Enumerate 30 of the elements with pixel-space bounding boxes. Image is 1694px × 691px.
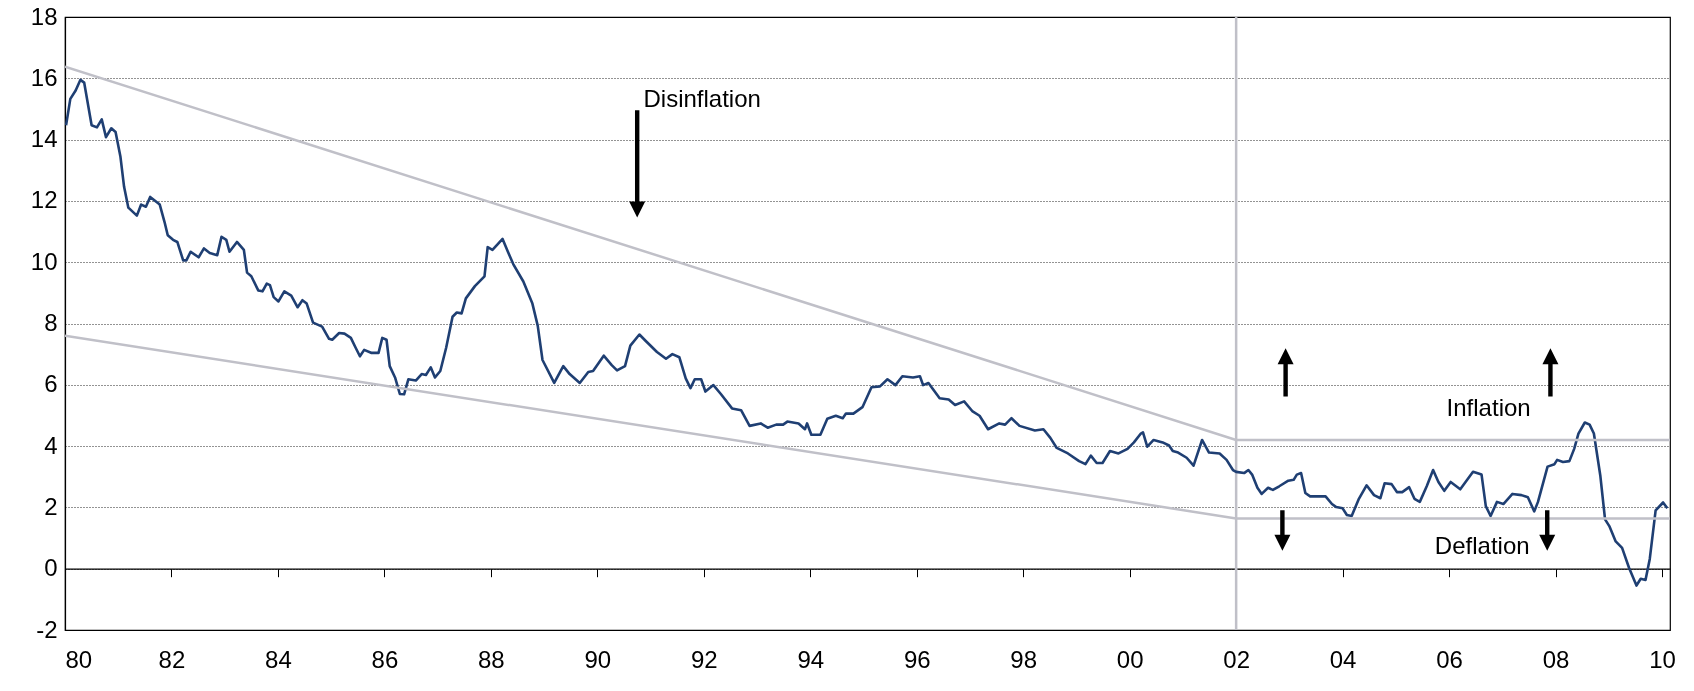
y-tick-label: 10 xyxy=(30,247,58,275)
y-tick-label: 0 xyxy=(44,554,58,582)
x-tick-label: 80 xyxy=(65,645,93,673)
y-tick-label: 14 xyxy=(30,125,58,153)
y-tick-label: 6 xyxy=(44,370,58,398)
y-tick-label: 4 xyxy=(44,431,58,459)
x-tick-label: 86 xyxy=(371,645,399,673)
y-tick-label: 18 xyxy=(30,2,58,30)
x-tick-label: 84 xyxy=(265,645,292,673)
y-tick-label: 12 xyxy=(30,186,58,214)
x-tick-label: 82 xyxy=(158,645,186,673)
x-tick-label: 08 xyxy=(1542,645,1570,673)
x-tick-label: 98 xyxy=(1010,645,1038,673)
x-tick-label: 00 xyxy=(1116,645,1144,673)
x-tick-label: 10 xyxy=(1649,645,1676,673)
x-tick-label: 92 xyxy=(690,645,718,673)
y-tick-label: 8 xyxy=(44,309,58,336)
x-tick-label: 02 xyxy=(1223,645,1250,673)
y-tick-label: 2 xyxy=(44,492,58,520)
y-tick-label: -2 xyxy=(36,615,58,643)
x-tick-label: 96 xyxy=(903,645,931,673)
x-tick-label: 94 xyxy=(797,645,825,673)
x-tick-label: 90 xyxy=(584,645,612,673)
x-tick-label: 88 xyxy=(478,645,505,673)
y-tick-label: 16 xyxy=(30,63,58,91)
annotation: Disinflation xyxy=(643,84,761,112)
x-tick-label: 06 xyxy=(1436,645,1463,673)
annotation: Inflation xyxy=(1446,394,1531,422)
annotation: Deflation xyxy=(1434,532,1530,560)
x-tick-label: 04 xyxy=(1329,645,1357,673)
